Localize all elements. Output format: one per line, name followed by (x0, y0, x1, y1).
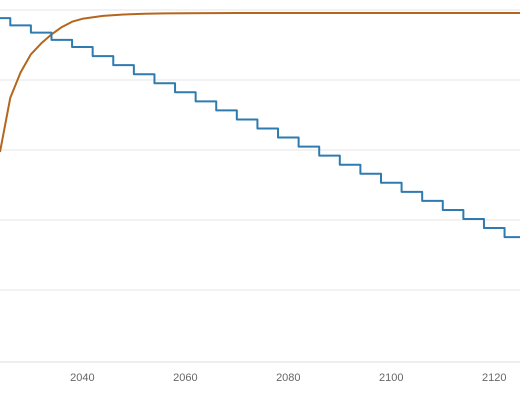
x-tick-label-2100: 2100 (379, 372, 403, 384)
gridlines (0, 9, 520, 363)
x-tick-label-2060: 2060 (173, 372, 197, 384)
x-tick-label-2040: 2040 (70, 372, 94, 384)
x-tick-label-2120: 2120 (482, 372, 506, 384)
series-line-0 (0, 12, 520, 153)
x-axis-ticks: 2040 2060 2080 2100 2120 (70, 372, 506, 384)
series-line-1 (0, 17, 520, 239)
x-tick-label-2080: 2080 (276, 372, 300, 384)
series-layer (0, 12, 520, 239)
